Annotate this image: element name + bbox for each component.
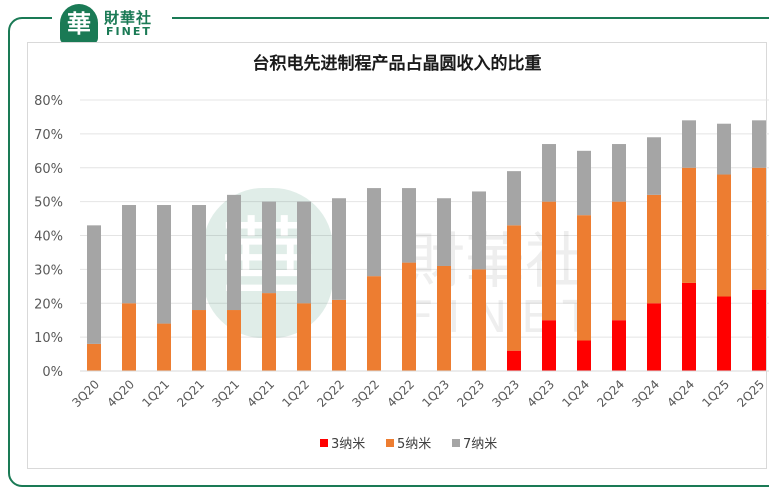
bar-segment [472, 269, 486, 371]
bar-segment [157, 205, 171, 324]
bar-segment [87, 343, 101, 371]
y-tick-label: 70% [34, 128, 63, 143]
x-tick-label: 3Q20 [69, 377, 102, 410]
legend-swatch [386, 439, 394, 447]
bar-segment [752, 289, 766, 371]
x-tick-label: 4Q22 [384, 377, 417, 410]
bar-segment [332, 198, 346, 300]
y-tick-label: 0% [42, 365, 63, 380]
bar-segment [542, 320, 556, 371]
bar-segment [717, 174, 731, 297]
legend: 3纳米 5纳米 7纳米 [320, 437, 497, 452]
bars [87, 120, 766, 371]
bar-segment [612, 201, 626, 321]
bar-segment [507, 350, 521, 371]
x-tick-label: 3Q22 [349, 377, 382, 410]
x-tick-label: 2Q24 [594, 377, 627, 410]
x-tick-label: 1Q22 [279, 377, 312, 410]
y-tick-label: 50% [34, 196, 63, 211]
bar-segment [437, 198, 451, 266]
y-tick-label: 80% [34, 94, 63, 109]
bar-segment [227, 194, 241, 311]
x-axis-ticks: 3Q20 4Q20 1Q21 2Q21 3Q21 4Q21 1Q22 2Q22 3Q22 4Q22… [69, 377, 767, 410]
bar-segment [647, 303, 661, 371]
y-tick-label: 40% [34, 230, 63, 245]
watermark-name-cn: 財華社 [405, 227, 585, 297]
legend-swatch [320, 439, 328, 447]
bar-segment [87, 225, 101, 344]
x-tick-label: 4Q24 [664, 377, 697, 410]
bar-segment [367, 276, 381, 371]
x-tick-label: 2Q23 [454, 377, 487, 410]
finet-logo-icon: 華 [60, 4, 98, 44]
bar-segment [262, 293, 276, 371]
bar-segment [367, 188, 381, 277]
x-tick-label: 2Q25 [734, 377, 767, 410]
x-tick-label: 3Q23 [489, 377, 522, 410]
bar-segment [542, 201, 556, 321]
y-tick-label: 10% [34, 331, 63, 346]
y-axis-ticks: 0% 10% 20% 30% 40% 50% 60% 70% 80% [34, 94, 63, 380]
legend-swatch [452, 439, 460, 447]
bar-segment [752, 120, 766, 168]
bar-segment [507, 171, 521, 226]
bar-segment [612, 144, 626, 202]
x-tick-label: 4Q20 [104, 377, 137, 410]
bar-segment [122, 205, 136, 304]
chart-panel [27, 42, 767, 469]
bar-segment [507, 225, 521, 351]
bar-segment [192, 310, 206, 371]
y-tick-label: 20% [34, 297, 63, 312]
bar-segment [297, 303, 311, 371]
bar-segment [647, 194, 661, 304]
bar-segment [227, 310, 241, 371]
bar-segment [717, 123, 731, 175]
bar-segment [577, 340, 591, 371]
bar-segment [262, 201, 276, 294]
chart-title: 台积电先进制程产品占晶圆收入的比重 [252, 54, 542, 74]
x-tick-label: 2Q21 [174, 377, 207, 410]
bar-segment [332, 299, 346, 371]
x-tick-label: 1Q21 [139, 377, 172, 410]
bar-segment [122, 303, 136, 371]
bar-segment [157, 323, 171, 371]
x-tick-label: 4Q21 [244, 377, 277, 410]
logo-name-en: FINET [106, 25, 152, 38]
bar-segment [542, 144, 556, 202]
legend-label: 3纳米 [331, 437, 365, 452]
x-tick-label: 3Q24 [629, 377, 662, 410]
bar-segment [682, 120, 696, 168]
bar-segment [577, 150, 591, 216]
bar-segment [682, 282, 696, 371]
bar-segment [437, 265, 451, 371]
bar-segment [577, 215, 591, 341]
legend-label: 7纳米 [463, 437, 497, 452]
x-tick-label: 3Q21 [209, 377, 242, 410]
x-tick-label: 1Q25 [699, 377, 732, 410]
x-tick-label: 2Q22 [314, 377, 347, 410]
bar-segment [472, 191, 486, 270]
bar-segment [402, 188, 416, 263]
legend-label: 5纳米 [397, 437, 431, 452]
bar-segment [752, 167, 766, 290]
logo-name-cn: 財華社 [104, 9, 153, 27]
y-tick-label: 30% [34, 263, 63, 278]
bar-segment [717, 296, 731, 371]
bar-segment [682, 167, 696, 283]
bar-segment [192, 205, 206, 311]
x-tick-label: 1Q24 [559, 377, 592, 410]
bar-segment [297, 201, 311, 304]
x-tick-label: 1Q23 [419, 377, 452, 410]
bar-segment [647, 137, 661, 195]
x-tick-label: 4Q23 [524, 377, 557, 410]
bar-segment [402, 262, 416, 371]
y-tick-label: 60% [34, 162, 63, 177]
bar-segment [612, 320, 626, 371]
